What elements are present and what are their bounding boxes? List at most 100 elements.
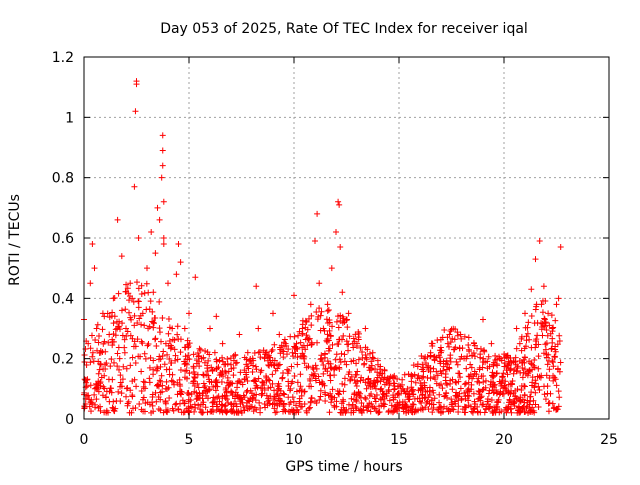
roti-point [541, 315, 548, 322]
roti-point [149, 393, 156, 400]
roti-point [213, 356, 220, 363]
roti-point [165, 315, 172, 322]
roti-point [341, 351, 348, 358]
roti-point [412, 379, 419, 386]
roti-point [434, 406, 441, 413]
roti-point [381, 367, 388, 374]
roti-point [225, 368, 232, 375]
roti-point [100, 383, 107, 390]
roti-point [415, 387, 422, 394]
roti-point [333, 228, 339, 235]
roti-point [461, 381, 468, 388]
roti-point [490, 373, 497, 380]
roti-point [186, 310, 192, 317]
roti-point [278, 398, 285, 405]
roti-point [118, 253, 125, 260]
roti-point [409, 401, 416, 408]
roti-point [358, 399, 365, 406]
roti-point [422, 404, 429, 411]
roti-point [357, 377, 364, 384]
roti-point [384, 376, 391, 383]
roti-point [457, 331, 464, 338]
roti-point [115, 388, 122, 395]
roti-point [410, 391, 417, 398]
roti-point [496, 378, 503, 385]
roti-point [351, 377, 358, 384]
roti-point [258, 367, 265, 374]
roti-point [531, 356, 538, 363]
roti-point [371, 404, 378, 411]
roti-point [194, 350, 201, 357]
roti-point [109, 376, 116, 383]
roti-point [551, 353, 558, 360]
roti-point [446, 343, 452, 350]
roti-point [454, 332, 461, 339]
roti-point [99, 310, 106, 317]
roti-point [340, 315, 347, 322]
roti-point [138, 282, 145, 289]
roti-point [83, 383, 90, 390]
roti-point [340, 396, 347, 403]
roti-point [550, 363, 557, 370]
roti-point [299, 403, 306, 410]
roti-point [430, 389, 437, 396]
roti-point [312, 238, 318, 245]
roti-point [115, 344, 122, 351]
roti-point [543, 340, 550, 347]
roti-point [297, 339, 304, 346]
roti-point [311, 398, 318, 405]
roti-point [447, 358, 454, 365]
roti-point [352, 371, 359, 378]
roti-point [331, 404, 338, 411]
roti-point [372, 395, 379, 402]
roti-point [292, 344, 299, 351]
roti-point [549, 359, 556, 366]
roti-point [144, 265, 150, 272]
roti-point [157, 407, 164, 414]
roti-point [181, 358, 188, 365]
roti-point [549, 325, 556, 332]
roti-point [345, 401, 352, 408]
roti-point [178, 388, 185, 395]
roti-point [294, 361, 301, 368]
roti-point [156, 353, 163, 360]
roti-point [256, 399, 263, 406]
roti-point [121, 336, 128, 343]
roti-point [274, 383, 281, 390]
roti-point [275, 362, 282, 369]
roti-point [165, 330, 172, 337]
roti-point [273, 391, 280, 398]
roti-point [461, 409, 468, 416]
roti-point [486, 387, 493, 394]
roti-point [380, 391, 387, 398]
roti-point [133, 383, 140, 390]
roti-point [430, 374, 437, 381]
roti-point [535, 365, 542, 372]
roti-point [156, 329, 163, 336]
roti-point [147, 298, 154, 305]
roti-point [91, 385, 98, 392]
roti-point [486, 363, 493, 370]
roti-point [87, 382, 94, 389]
roti-point [528, 286, 535, 293]
roti-point [439, 334, 446, 341]
roti-point [542, 341, 549, 348]
roti-point [243, 371, 250, 378]
roti-point [448, 396, 455, 403]
roti-point [265, 352, 272, 359]
roti-point [328, 393, 335, 400]
roti-point [109, 404, 116, 411]
roti-point [128, 316, 135, 323]
roti-point [88, 399, 95, 406]
roti-point [545, 310, 552, 317]
roti-point [447, 380, 454, 387]
roti-point [380, 390, 387, 397]
roti-point [549, 358, 556, 365]
roti-point [160, 235, 167, 241]
roti-point [157, 396, 164, 403]
roti-point [262, 404, 269, 411]
roti-point [160, 198, 167, 205]
roti-point [85, 392, 92, 399]
roti-point [502, 406, 509, 413]
roti-point [284, 366, 291, 373]
